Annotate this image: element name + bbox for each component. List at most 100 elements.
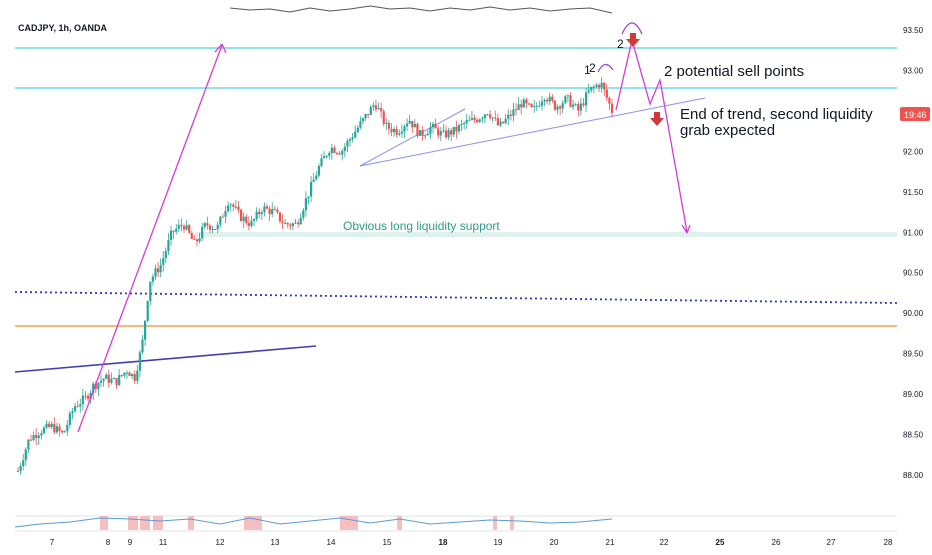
candle-body: [302, 210, 305, 218]
candle-body: [138, 352, 142, 371]
candle-body: [232, 204, 235, 207]
y-tick-label: 92.00: [903, 147, 924, 156]
candle-body: [452, 126, 455, 135]
candle-body: [359, 121, 362, 128]
candle-body: [250, 220, 253, 226]
candle-body: [476, 120, 479, 123]
x-tick-label: 7: [50, 538, 55, 547]
candle-body: [50, 423, 53, 427]
candle-body: [110, 378, 113, 383]
candle-body: [255, 211, 258, 220]
candle-body: [595, 84, 598, 87]
candle-body: [546, 99, 549, 102]
candle-body: [431, 123, 435, 128]
candle-body: [276, 209, 279, 213]
candle-body: [447, 130, 450, 138]
candle-body: [470, 117, 474, 120]
candle-body: [530, 103, 533, 107]
candle-body: [527, 103, 531, 105]
candle-body: [333, 147, 336, 153]
candle-body: [325, 155, 328, 157]
candle-body: [382, 111, 385, 124]
candle-body: [403, 126, 406, 132]
candle-body: [216, 224, 219, 230]
candle-body: [587, 90, 590, 93]
candle-body: [45, 423, 48, 428]
x-tick-label: 22: [660, 538, 669, 547]
candle-body: [592, 86, 595, 88]
candle-body: [304, 198, 308, 211]
candle-body: [97, 382, 100, 389]
candle-body: [574, 104, 577, 106]
oscillator-highlight-zones: [100, 516, 514, 530]
candle-body: [42, 427, 46, 434]
candle-body: [281, 221, 284, 224]
candle-body: [289, 224, 292, 227]
candle-body: [322, 156, 326, 159]
candle-body: [418, 130, 422, 136]
candle-body: [99, 380, 103, 383]
y-tick-label: 93.50: [903, 26, 924, 35]
y-tick-label: 91.50: [903, 188, 924, 197]
candle-body: [413, 123, 416, 128]
x-tick-label: 9: [128, 538, 133, 547]
x-tick-label: 27: [827, 538, 836, 547]
candle-body: [514, 109, 518, 111]
price-axis[interactable]: [897, 18, 932, 516]
candle-body: [84, 395, 87, 397]
y-tick-label: 90.00: [903, 309, 924, 318]
candle-body: [144, 320, 147, 340]
candle-body: [125, 372, 129, 374]
candle-body: [600, 82, 603, 88]
candle-body: [463, 123, 466, 125]
candle-body: [92, 383, 95, 393]
x-tick-label: 18: [439, 538, 448, 547]
candle-body: [320, 158, 323, 167]
candle-body: [579, 103, 582, 111]
candle-body: [154, 268, 157, 277]
impulse-arrow-line: [77, 44, 223, 433]
candle-body: [48, 423, 51, 427]
candle-body: [356, 127, 359, 132]
candle-body: [561, 103, 564, 109]
candle-body: [564, 96, 567, 104]
candle-body: [603, 82, 606, 90]
y-tick-label: 89.50: [903, 350, 924, 359]
candle-body: [208, 225, 212, 230]
candle-body: [278, 212, 282, 222]
annotation-sell-points: 2 potential sell points: [664, 63, 804, 80]
x-tick-label: 20: [550, 538, 559, 547]
candle-body: [465, 120, 468, 124]
candle-body: [372, 105, 375, 107]
candle-body: [405, 123, 409, 127]
current-price-label: 19:46: [904, 110, 927, 120]
candle-body: [364, 114, 367, 119]
candle-body: [141, 339, 144, 353]
top-mini-indicator: [229, 5, 613, 14]
projection-path: [615, 39, 688, 233]
candle-body: [294, 222, 297, 224]
x-tick-label: 14: [327, 538, 336, 547]
candle-body: [569, 95, 572, 107]
candle-body: [571, 104, 575, 107]
candle-body: [32, 434, 35, 440]
candle-body: [193, 238, 196, 240]
x-tick-label: 11: [159, 538, 168, 547]
candle-body: [185, 225, 188, 230]
candle-body: [156, 268, 160, 273]
candle-body: [491, 117, 494, 119]
annotation-peak-1: 2: [589, 61, 596, 75]
candle-body: [40, 433, 43, 436]
candle-body: [169, 230, 173, 241]
candle-body: [180, 225, 183, 227]
candle-body: [437, 128, 440, 136]
candle-body: [540, 101, 544, 106]
candle-body: [128, 372, 131, 377]
x-tick-label: 28: [884, 538, 893, 547]
candle-body: [468, 119, 471, 121]
candle-body: [76, 406, 79, 408]
candle-body: [198, 238, 201, 242]
candle-body: [590, 86, 593, 91]
candle-body: [297, 222, 300, 225]
candle-body: [252, 219, 256, 221]
